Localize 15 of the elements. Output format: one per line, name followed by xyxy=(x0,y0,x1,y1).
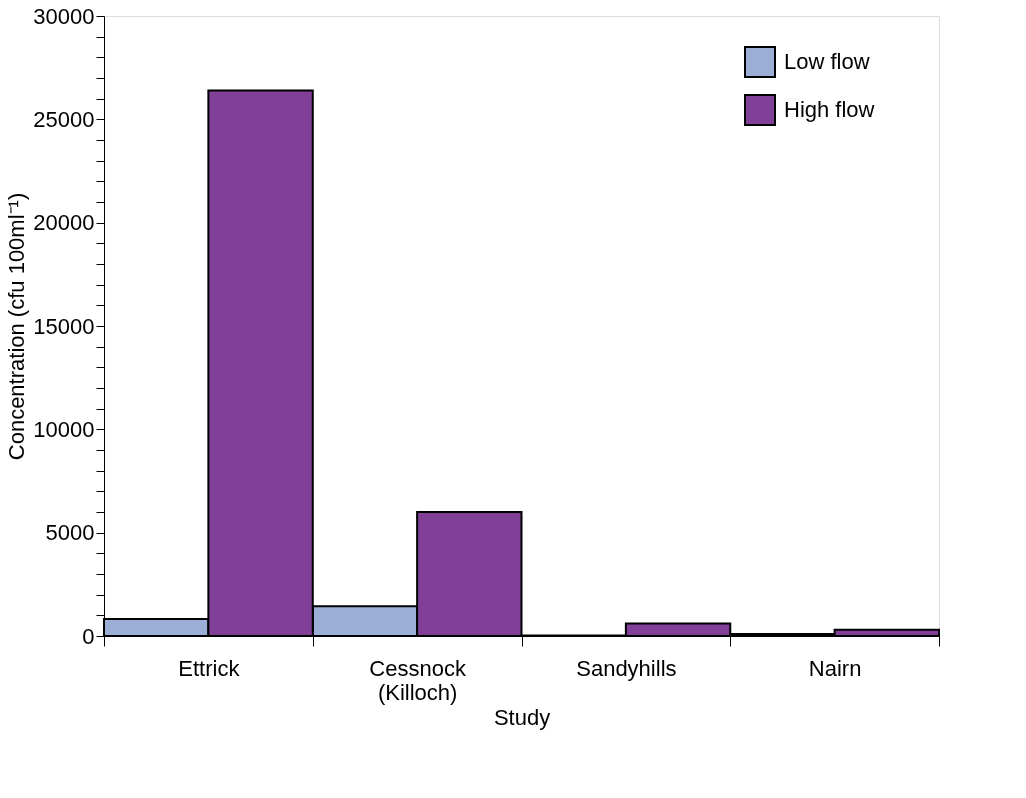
y-tick-label: 20000 xyxy=(33,210,95,236)
legend-label: Low flow xyxy=(784,49,870,74)
y-tick-label: 30000 xyxy=(33,3,95,29)
x-tick-label: Sandyhills xyxy=(576,655,677,681)
x-tick-label: Ettrick xyxy=(178,655,241,681)
x-tick-label: Cessnock (Killoch) xyxy=(369,655,467,705)
y-tick-label: 5000 xyxy=(45,520,95,546)
y-tick-label: 10000 xyxy=(33,416,95,442)
legend-label: High flow xyxy=(784,97,875,122)
y-tick-label: 25000 xyxy=(33,106,95,132)
x-axis-title: Study xyxy=(493,704,551,730)
x-tick-label: Nairn xyxy=(808,655,862,681)
y-tick-label: 15000 xyxy=(33,313,95,339)
y-tick-label: 0 xyxy=(82,623,95,649)
y-axis-title: Concentration (cfu 100ml⁻¹) xyxy=(4,192,30,461)
